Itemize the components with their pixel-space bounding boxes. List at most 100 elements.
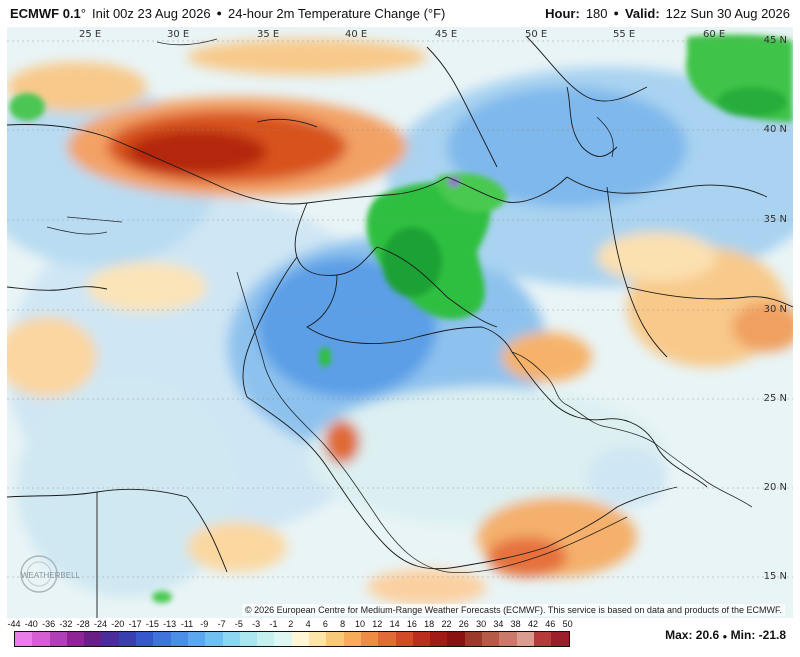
colorbar-swatch bbox=[274, 632, 292, 646]
colorbar-swatch bbox=[533, 632, 552, 646]
colorbar-tick-label: -36 bbox=[42, 619, 56, 629]
map-panel[interactable]: 25 E 30 E 35 E 40 E 45 E 50 E 55 E 60 E … bbox=[7, 27, 793, 618]
lon-label-55e: 55 E bbox=[613, 29, 636, 40]
colorbar-swatch bbox=[360, 632, 379, 646]
colorbar-tick-label: 46 bbox=[545, 619, 556, 629]
colorbar-swatch bbox=[84, 632, 102, 646]
colorbar-swatch bbox=[482, 632, 500, 646]
lat-label-15n: 15 N bbox=[763, 571, 787, 582]
weatherbell-logo: WEATHERBELL bbox=[20, 555, 81, 593]
colorbar-tick-label: 50 bbox=[562, 619, 573, 629]
lon-label-45e: 45 E bbox=[435, 29, 458, 40]
colorbar-tick-label: -32 bbox=[59, 619, 73, 629]
colorbar-tick-label: 30 bbox=[476, 619, 487, 629]
min-label: Min: -21.8 bbox=[730, 628, 786, 642]
bullet-separator: ● bbox=[216, 8, 222, 18]
valid-value: 12z Sun 30 Aug 2026 bbox=[665, 5, 790, 21]
colorbar-swatch bbox=[257, 632, 275, 646]
colorbar-swatch bbox=[49, 632, 67, 646]
colorbar-tick-label: 8 bbox=[340, 619, 346, 629]
colorbar-swatch bbox=[499, 632, 517, 646]
lat-label-35n: 35 N bbox=[763, 214, 787, 225]
colorbar-swatch bbox=[239, 632, 258, 646]
header-valid-group: Hour: 180 ● Valid: 12z Sun 30 Aug 2026 bbox=[545, 6, 790, 21]
header-title-group: ECMWF 0.1° Init 00z 23 Aug 2026 ● 24-hou… bbox=[10, 6, 445, 21]
cold-core-shading bbox=[9, 34, 793, 603]
colorbar-swatch bbox=[430, 632, 448, 646]
lon-label-30e: 30 E bbox=[167, 29, 190, 40]
colorbar-tick-label: -15 bbox=[145, 619, 159, 629]
lat-label-25n: 25 N bbox=[763, 393, 787, 404]
lat-label-30n: 30 N bbox=[763, 304, 787, 315]
init-time: Init 00z 23 Aug 2026 bbox=[92, 5, 211, 21]
colorbar-tick-label: 4 bbox=[305, 619, 311, 629]
lon-label-35e: 35 E bbox=[257, 29, 280, 40]
field-shading bbox=[7, 39, 793, 605]
colorbar-swatch bbox=[464, 632, 483, 646]
colorbar-swatch bbox=[551, 632, 569, 646]
colorbar-tick-label: 16 bbox=[406, 619, 417, 629]
colorbar-swatch bbox=[412, 632, 431, 646]
colorbar-swatch bbox=[118, 632, 137, 646]
lon-label-60e: 60 E bbox=[703, 29, 726, 40]
colorbar-swatch bbox=[136, 632, 154, 646]
ecmwf-credit: © 2026 European Centre for Medium-Range … bbox=[241, 604, 785, 616]
coastlines bbox=[46, 38, 753, 573]
colorbar-tick-label: 14 bbox=[389, 619, 400, 629]
max-label: Max: 20.6 bbox=[665, 628, 720, 642]
colorbar-tick-label: -7 bbox=[217, 619, 226, 629]
colorbar bbox=[14, 631, 570, 647]
colorbar-swatch bbox=[153, 632, 171, 646]
colorbar-swatch bbox=[32, 632, 50, 646]
colorbar-swatch bbox=[66, 632, 85, 646]
colorbar-tick-label: -20 bbox=[111, 619, 125, 629]
colorbar-swatch bbox=[291, 632, 310, 646]
colorbar-swatch bbox=[378, 632, 396, 646]
colorbar-swatch bbox=[101, 632, 119, 646]
hour-label: Hour: bbox=[545, 5, 580, 21]
colorbar-tick-label: 2 bbox=[288, 619, 294, 629]
lon-label-25e: 25 E bbox=[79, 29, 102, 40]
colorbar-tick-label: 38 bbox=[510, 619, 521, 629]
colorbar-tick-label: 12 bbox=[372, 619, 383, 629]
colorbar-tick-label: -5 bbox=[234, 619, 243, 629]
colorbar-tick-label: -1 bbox=[269, 619, 278, 629]
colorbar-swatch bbox=[516, 632, 534, 646]
colorbar-tick-label: 18 bbox=[424, 619, 435, 629]
lat-label-40n: 40 N bbox=[763, 124, 787, 135]
colorbar-tick-label: 22 bbox=[441, 619, 452, 629]
max-min-readout: Max: 20.6 ● Min: -21.8 bbox=[665, 628, 786, 642]
colorbar-swatch bbox=[205, 632, 223, 646]
colorbar-tick-label: 10 bbox=[354, 619, 366, 629]
model-name: ECMWF 0.1° bbox=[10, 5, 86, 21]
temperature-change-map bbox=[7, 27, 793, 618]
colorbar-tick-label: 42 bbox=[527, 619, 539, 629]
colorbar-swatch bbox=[343, 632, 361, 646]
product-name: 24-hour 2m Temperature Change (°F) bbox=[227, 5, 446, 21]
colorbar-tick-label: -17 bbox=[128, 619, 142, 629]
colorbar-tick-label: 26 bbox=[458, 619, 469, 629]
map-header: ECMWF 0.1° Init 00z 23 Aug 2026 ● 24-hou… bbox=[0, 0, 800, 26]
max-min-separator: ● bbox=[722, 632, 728, 641]
colorbar-swatch bbox=[222, 632, 240, 646]
bullet-separator-2: ● bbox=[613, 8, 619, 18]
colorbar-tick-label: -13 bbox=[163, 619, 177, 629]
colorbar-ticks: -44 -40 -36 -32 -28 -24 -20 -17 -15 -13 -11 -9 -7 -5-… bbox=[7, 619, 574, 631]
colorbar-swatch bbox=[309, 632, 327, 646]
lat-label-20n: 20 N bbox=[763, 482, 787, 493]
colorbar-swatch bbox=[447, 632, 465, 646]
colorbar-swatch bbox=[15, 632, 33, 646]
colorbar-tick-label: 6 bbox=[322, 619, 328, 629]
colorbar-tick-label: 34 bbox=[493, 619, 504, 629]
colorbar-tick-label: -40 bbox=[24, 619, 38, 629]
colorbar-swatch bbox=[170, 632, 188, 646]
colorbar-tick-label: -9 bbox=[200, 619, 209, 629]
lat-label-45n: 45 N bbox=[763, 35, 787, 46]
colorbar-tick-label: -28 bbox=[76, 619, 90, 629]
colorbar-swatch bbox=[326, 632, 344, 646]
colorbar-tick-label: -24 bbox=[93, 619, 108, 629]
colorbar-tick-label: -11 bbox=[180, 619, 194, 629]
gridlines bbox=[7, 40, 793, 578]
borders bbox=[7, 36, 793, 618]
hour-value: 180 bbox=[585, 5, 608, 21]
